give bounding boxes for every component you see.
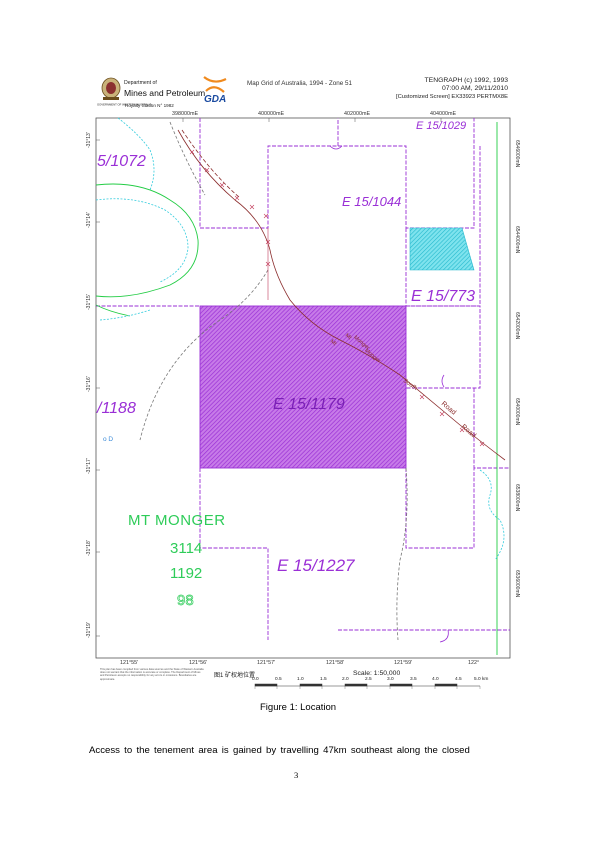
tenement-label-e1188: /1188 — [97, 400, 136, 417]
body-paragraph: Access to the tenement area is gained by… — [89, 745, 470, 756]
royalty-note: Royalty Station N° 1982 — [125, 103, 174, 108]
easting-label: 400000mE — [258, 111, 285, 117]
dmp-crest — [100, 76, 122, 102]
disclaimer-text: This plan has been compiled from various… — [100, 668, 204, 681]
place-name: MT MONGER — [128, 512, 226, 529]
longitude-label: 121°57' — [257, 660, 276, 666]
tengraph-line: TENGRAPH (c) 1992, 1993 — [424, 77, 508, 84]
place-number: 3114 — [170, 540, 203, 557]
longitude-label: 121°56' — [189, 660, 208, 666]
gda-logo-text: GDA — [204, 94, 227, 105]
longitude-label: 121°55' — [120, 660, 139, 666]
scale-bar — [254, 683, 480, 687]
longitude-label: 122° — [468, 660, 480, 666]
tengraph-block: TENGRAPH (c) 1992, 1993 07:00 AM, 29/11/… — [396, 77, 508, 102]
tenement-label-e1029: E 15/1029 — [416, 120, 467, 132]
scale-tick: 0.5 — [275, 677, 282, 682]
longitude-label: 121°58' — [326, 660, 345, 666]
easting-label: 402000mE — [344, 111, 371, 117]
tenement-label-e1227: E 15/1227 — [277, 556, 355, 575]
department-line2: Mines and Petroleum — [124, 88, 206, 98]
scale-tick: 1.5 — [320, 677, 327, 682]
datetime-line: 07:00 AM, 29/11/2010 — [441, 85, 508, 93]
tenement-label-e1044: E 15/1044 — [342, 194, 402, 209]
map-grid-title: Map Grid of Australia, 1994 - Zone 51 — [247, 80, 353, 87]
scale-tick: 4.5 — [455, 677, 462, 682]
place-number: 98 — [177, 592, 194, 610]
page-number: 3 — [294, 770, 299, 780]
green-line — [95, 183, 199, 298]
longitude-label: 121°59' — [394, 660, 413, 666]
gov-text: GOVERNMENT OF WESTERN AUSTRALIA — [97, 103, 152, 106]
scale-tick: 2.0 — [342, 677, 349, 682]
tenement-label-e773: E 15/773 — [411, 288, 476, 305]
screen-line: [Customized Screen] EX33923 PERTMX8E — [395, 94, 508, 101]
scale-tick: 1.0 — [297, 677, 304, 682]
figure-caption: Figure 1: Location — [260, 702, 337, 713]
easting-label: 404000mE — [430, 111, 457, 117]
tenement-e1179-area — [199, 305, 407, 469]
scale-tick: 3.5 — [410, 677, 417, 682]
gda-logo-icon — [200, 75, 230, 97]
scale-tick: 4.0 — [432, 677, 439, 682]
department-line1: Department of — [124, 80, 157, 86]
tenement-label-e1072: 5/1072 — [97, 153, 146, 170]
easting-label: 398000mE — [172, 111, 199, 117]
tenement-label-e1179: E 15/1179 — [273, 396, 345, 413]
place-number: 1192 — [170, 565, 203, 582]
cyan-area — [409, 227, 475, 271]
scale-tick: 0.0 — [252, 677, 259, 682]
scale-tick: 2.5 — [365, 677, 372, 682]
scale-label: Scale: 1:50,000 — [353, 670, 401, 677]
boundary-e1044 — [199, 118, 339, 229]
scale-tick: 5.0 km — [474, 677, 489, 682]
scale-tick: 3.0 — [387, 677, 394, 682]
d-marker: o D — [103, 436, 114, 443]
figure-cn-label: 图1 矿权地位置 — [214, 673, 256, 679]
